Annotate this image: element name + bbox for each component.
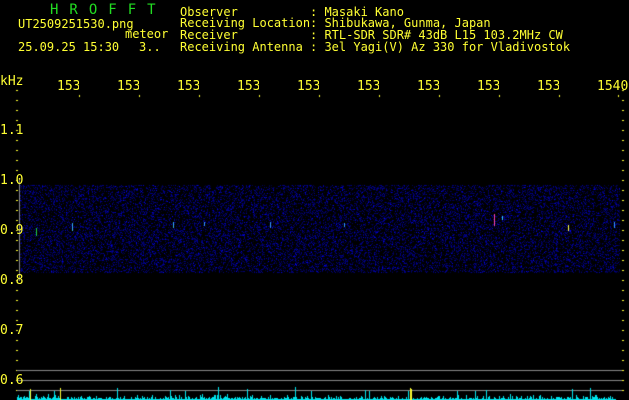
detection-label: meteor (125, 27, 169, 41)
y-tick-label: 0.8 (0, 273, 24, 288)
x-tick-label: 1534 (237, 79, 259, 94)
location-label: Receiving Location (180, 16, 311, 30)
y-tick-label: 0.7 (0, 323, 24, 338)
x-tick-label: 1536 (357, 79, 379, 94)
x-tick-label: 1538 (477, 79, 499, 94)
receiver-value: RTL-SDR SDR# 43dB L15 103.2MHz CW (324, 28, 563, 42)
observer-label: Observer (180, 5, 238, 19)
y-tick-label: 1.0 (0, 173, 24, 188)
file-name: UT2509251530.png (18, 17, 134, 31)
y-tick-label: 0.9 (0, 223, 24, 238)
x-tick-label: 1537 (417, 79, 439, 94)
location-value: Shibukawa, Gunma, Japan (324, 16, 491, 30)
y-tick-label: 1.1 (0, 123, 24, 138)
x-tick-label: 1539 (537, 79, 559, 94)
y-tick-label: 0.6 (0, 373, 24, 388)
x-tick-label: 1540 (597, 79, 629, 94)
antenna-value: 3el Yagi(V) Az 330 for Vladivostok (324, 40, 571, 54)
file-datetime: 25.09.25 15:30 (18, 40, 120, 54)
observer-row: Observer: Masaki Kano (180, 5, 404, 19)
x-tick-label: 1532 (117, 79, 139, 94)
app-title: HROFFT (50, 2, 167, 18)
antenna-label: Receiving Antenna (180, 40, 303, 54)
antenna-row: Receiving Antenna: 3el Yagi(V) Az 330 fo… (180, 40, 571, 54)
observer-value: Masaki Kano (324, 5, 404, 19)
x-tick-label: 1533 (177, 79, 199, 94)
meteor-count: 3.. (139, 40, 161, 54)
y-unit-label: kHz (0, 74, 24, 89)
receiver-row: Receiver: RTL-SDR SDR# 43dB L15 103.2MHz… (180, 28, 563, 42)
x-tick-label: 1535 (297, 79, 319, 94)
receiver-label: Receiver (180, 28, 238, 42)
location-row: Receiving Location: Shibukawa, Gunma, Ja… (180, 16, 491, 30)
